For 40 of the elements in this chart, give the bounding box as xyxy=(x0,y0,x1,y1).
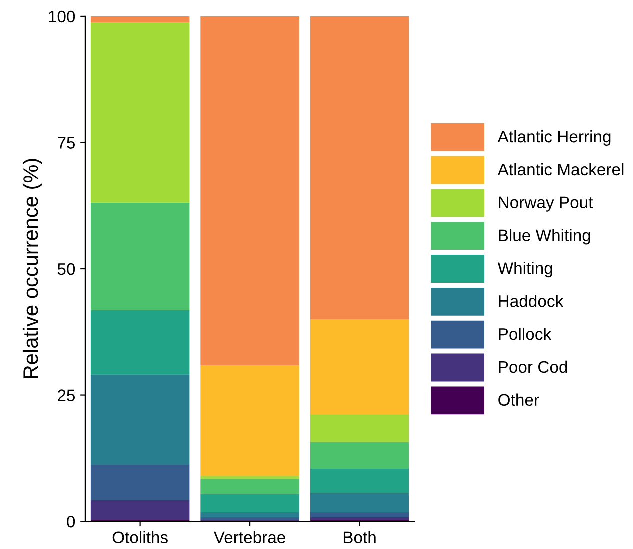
x-tick-label: Vertebrae xyxy=(214,531,286,544)
x-tick-label: Both xyxy=(344,531,376,544)
legend-label: Whiting xyxy=(498,262,552,278)
bar xyxy=(200,16,300,366)
legend-label: Atlantic Herring xyxy=(498,130,611,146)
bar xyxy=(310,518,410,520)
bar xyxy=(90,202,190,310)
bar xyxy=(310,512,410,518)
bar xyxy=(90,500,190,520)
bar xyxy=(200,512,300,518)
bar xyxy=(90,374,190,465)
y-tick-label: 75 xyxy=(58,137,76,149)
bar xyxy=(310,442,410,470)
legend-label: Other xyxy=(498,394,540,406)
bar xyxy=(90,310,190,375)
bar xyxy=(90,464,190,500)
legend-label: Poor Cod xyxy=(499,360,568,374)
bar xyxy=(90,22,190,203)
legend-label: Norway Pout xyxy=(499,196,594,212)
bar xyxy=(200,479,300,494)
bar xyxy=(200,494,300,512)
bar xyxy=(310,320,410,415)
y-tick-label: 25 xyxy=(58,390,76,402)
legend-label: Blue Whiting xyxy=(499,229,590,245)
legend-label: Pollock xyxy=(499,328,552,340)
y-tick-label: 50 xyxy=(58,263,76,276)
bar xyxy=(90,16,190,23)
y-tick-label: 0 xyxy=(67,516,76,528)
bar xyxy=(310,493,410,512)
bar xyxy=(310,16,410,320)
legend-label: Atlantic Mackerel xyxy=(498,163,624,176)
bar xyxy=(200,518,300,520)
y-axis-title: Relative occurrence (%) xyxy=(22,159,42,378)
bar xyxy=(310,469,410,494)
legend-label: Haddock xyxy=(499,295,564,308)
x-tick-label: Otoliths xyxy=(112,531,168,544)
bar xyxy=(200,365,300,476)
bar xyxy=(200,476,300,480)
bar xyxy=(310,414,410,442)
y-tick-label: 100 xyxy=(49,10,76,23)
